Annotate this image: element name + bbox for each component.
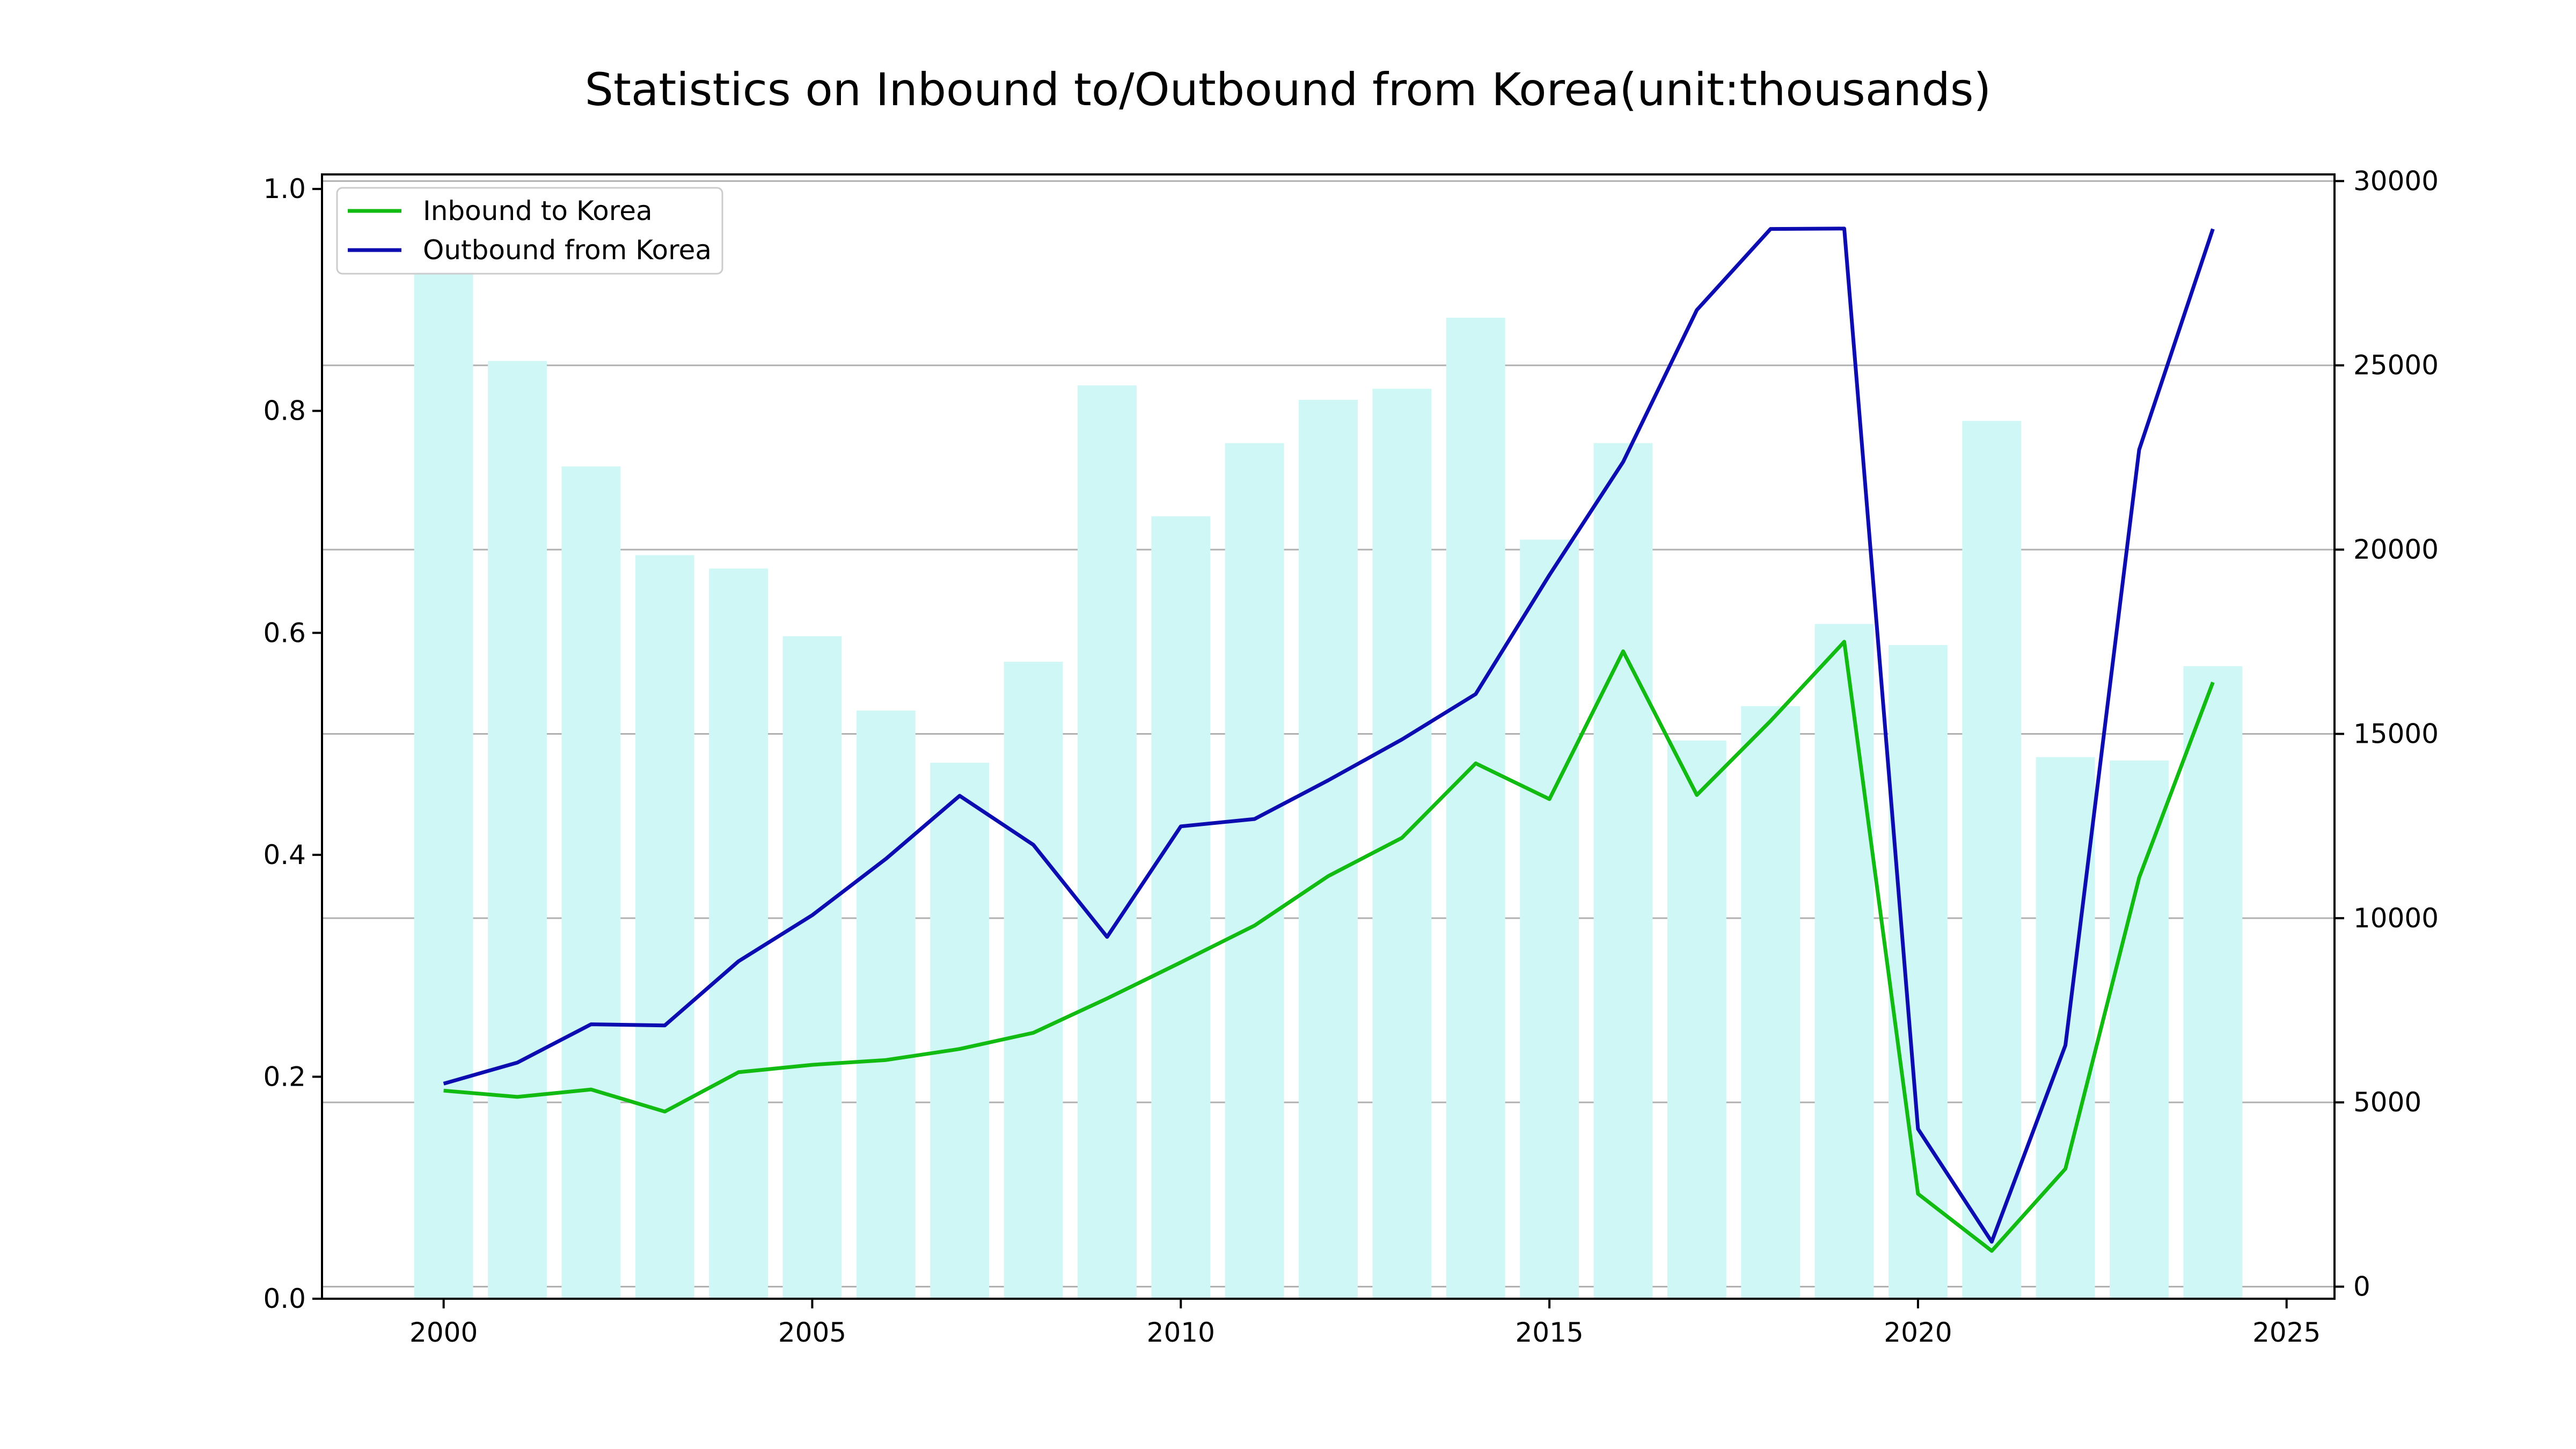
y-right-tick-label: 5000 [2353, 1087, 2421, 1118]
bar [856, 711, 916, 1299]
y-right-tick-label: 0 [2353, 1271, 2370, 1302]
bar [782, 636, 842, 1299]
bar [2183, 666, 2243, 1299]
bar [1888, 645, 1948, 1299]
bar [1446, 317, 1505, 1299]
x-tick-label: 2020 [1884, 1317, 1952, 1348]
series-line-inbound [443, 640, 2215, 1253]
y-left-tick-label: 0.8 [263, 396, 306, 427]
y-left-tick-label: 0.4 [263, 839, 306, 870]
bar [635, 555, 694, 1299]
y-left-tick-label: 1.0 [263, 173, 306, 204]
bar [2036, 757, 2095, 1299]
bar [561, 466, 621, 1299]
x-tick-label: 2005 [778, 1317, 846, 1348]
legend: Inbound to Korea Outbound from Korea [336, 187, 723, 275]
line-series [443, 226, 2215, 1253]
bar [1299, 399, 1358, 1299]
bar [930, 763, 990, 1299]
x-tick-label: 2000 [409, 1317, 478, 1348]
axes-frame [321, 173, 2336, 1300]
bar [1520, 539, 1579, 1299]
y-right-tick-label: 10000 [2353, 903, 2439, 934]
bar [709, 568, 769, 1299]
chart-title: Statistics on Inbound to/Outbound from K… [584, 63, 1992, 116]
x-tick-label: 2010 [1147, 1317, 1215, 1348]
legend-label: Inbound to Korea [423, 195, 653, 226]
series-line-outbound [443, 226, 2215, 1244]
bar [1667, 740, 1726, 1299]
bar [1372, 389, 1432, 1299]
bar [1741, 706, 1801, 1299]
bar [1225, 443, 1284, 1299]
y-right-tick-label: 25000 [2353, 350, 2439, 381]
y-right-tick-label: 30000 [2353, 165, 2439, 196]
bar [1077, 385, 1137, 1299]
x-tick-label: 2015 [1515, 1317, 1583, 1348]
bar [414, 272, 473, 1299]
legend-label: Outbound from Korea [423, 235, 712, 266]
y-right-tick-label: 15000 [2353, 718, 2439, 749]
bar [2110, 760, 2169, 1299]
y-left-tick-label: 0.6 [263, 617, 306, 648]
legend-box [336, 187, 723, 275]
y-right-tick-label: 20000 [2353, 534, 2439, 565]
bar [1151, 516, 1211, 1299]
bar-series [414, 272, 2243, 1299]
bar [1814, 624, 1874, 1299]
axes: 2000 2005 2010 2015 2020 2025 0.0 0.2 0.4 0.6 0.8 1… [263, 165, 2439, 1348]
bar [488, 361, 547, 1299]
x-tick-label: 2025 [2252, 1317, 2321, 1348]
y-left-tick-label: 0.0 [263, 1283, 306, 1314]
bar [1962, 421, 2022, 1299]
bar [1593, 443, 1653, 1299]
bar [1004, 662, 1063, 1299]
y-left-tick-label: 0.2 [263, 1061, 306, 1092]
